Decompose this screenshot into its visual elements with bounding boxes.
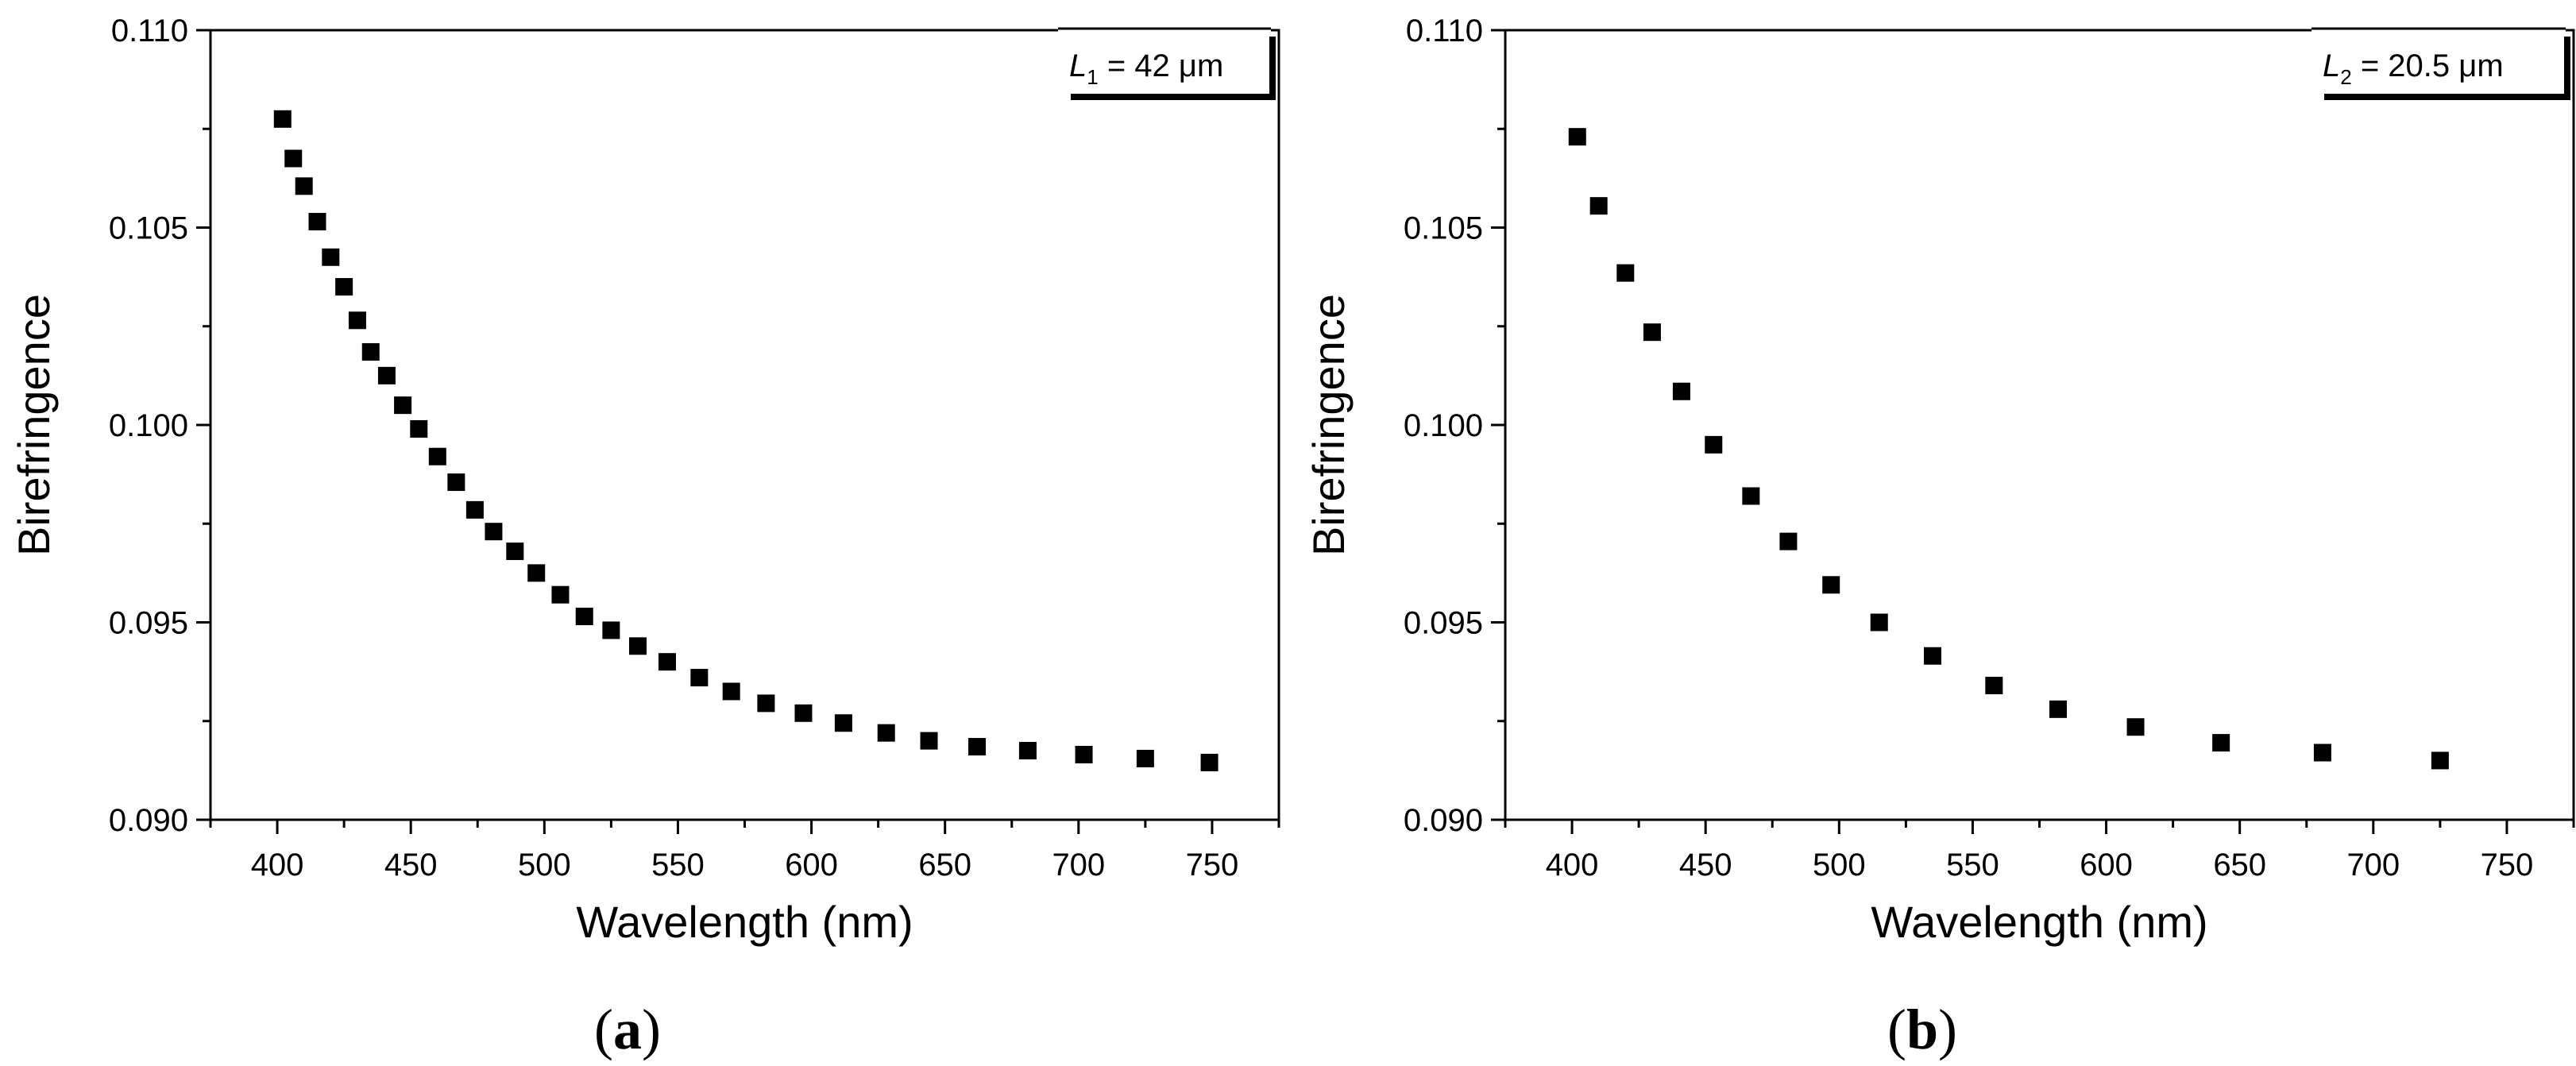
data-point	[1136, 749, 1154, 767]
x-tick-label: 450	[384, 848, 438, 883]
x-axis-label: Wavelength (nm)	[1871, 897, 2207, 947]
y-tick-label: 0.090	[109, 803, 188, 838]
data-point	[273, 110, 292, 128]
y-tick-label: 0.100	[1404, 408, 1483, 443]
data-point	[757, 694, 775, 713]
data-point	[658, 653, 676, 671]
data-point	[410, 419, 428, 438]
data-point	[295, 177, 313, 195]
x-tick-label: 550	[1946, 848, 1999, 883]
data-point	[335, 278, 353, 296]
x-tick-label: 400	[1546, 848, 1599, 883]
data-point	[1075, 745, 1093, 763]
y-tick-label: 0.100	[109, 408, 188, 443]
legend: L1 = 42 μm	[1058, 27, 1276, 100]
x-tick-label: 650	[918, 848, 971, 883]
legend-label: L2 = 20.5 μm	[2323, 48, 2504, 89]
legend-label: L1 = 42 μm	[1069, 48, 1223, 89]
data-point	[348, 311, 366, 330]
data-point	[377, 366, 396, 384]
data-point	[834, 714, 852, 732]
y-axis-label: Birefringence	[9, 294, 59, 556]
data-point	[722, 682, 740, 701]
x-tick-label: 750	[1186, 848, 1239, 883]
data-point	[1643, 323, 1661, 342]
data-point	[1018, 742, 1037, 760]
data-point	[920, 732, 938, 750]
plot-frame	[1504, 29, 2575, 821]
y-tick-label: 0.090	[1404, 803, 1483, 838]
data-point	[1200, 753, 1218, 771]
x-tick-label: 700	[1052, 848, 1105, 883]
data-point	[2313, 743, 2331, 762]
y-tick-label: 0.110	[111, 14, 188, 48]
data-point	[1672, 382, 1690, 400]
data-point	[428, 447, 446, 465]
data-point	[2126, 718, 2145, 736]
y-tick-label: 0.095	[109, 606, 188, 641]
legend: L2 = 20.5 μm	[2311, 27, 2570, 100]
data-point	[527, 564, 546, 582]
data-point	[1705, 435, 1723, 454]
panel-label: (a)	[594, 998, 661, 1061]
y-axis-label: Birefringence	[1303, 294, 1354, 556]
data-point	[1870, 613, 1888, 631]
data-point	[602, 621, 620, 639]
x-tick-label: 600	[2080, 848, 2133, 883]
chart-panel-b: 400 450 500 550 600 650 700 750 0.090 0.095 0.100 0…	[1303, 14, 2575, 1061]
x-tick-label: 500	[518, 848, 571, 883]
data-point	[1985, 677, 2003, 695]
data-point	[1924, 647, 1941, 665]
x-tick-label: 450	[1679, 848, 1732, 883]
y-tick-label: 0.095	[1404, 606, 1483, 641]
data-point	[308, 213, 326, 231]
x-tick-label: 650	[2213, 848, 2266, 883]
data-point	[361, 343, 380, 361]
data-point	[1779, 532, 1798, 550]
y-tick-label: 0.105	[1404, 211, 1483, 246]
data-point	[1616, 264, 1635, 282]
data-point	[1822, 576, 1840, 594]
data-point	[1568, 128, 1586, 146]
x-tick-label: 750	[2481, 848, 2534, 883]
data-point	[877, 724, 895, 742]
x-tick-label: 550	[651, 848, 705, 883]
data-point	[629, 637, 647, 655]
data-point	[551, 585, 570, 604]
data-point	[322, 248, 340, 266]
x-axis-label: Wavelength (nm)	[576, 897, 913, 947]
data-point	[485, 523, 503, 541]
data-point	[447, 473, 465, 492]
data-point	[284, 149, 303, 168]
chart-panel-a: 400 450 500 550 600 650 700 750 0.090 0.095 0.100 0…	[9, 14, 1280, 1061]
data-point	[465, 500, 484, 519]
data-point	[394, 396, 412, 415]
data-point	[2431, 751, 2449, 770]
data-point	[2212, 734, 2230, 752]
data-point	[968, 738, 987, 756]
x-tick-label: 400	[251, 848, 304, 883]
data-point	[506, 543, 524, 561]
legend-box	[2311, 29, 2566, 97]
data-point	[1589, 197, 1608, 215]
x-tick-label: 500	[1813, 848, 1866, 883]
data-point	[690, 669, 709, 687]
y-tick-label: 0.110	[1406, 14, 1483, 48]
x-tick-label: 700	[2346, 848, 2400, 883]
plot-frame	[209, 29, 1280, 821]
y-tick-label: 0.105	[109, 211, 188, 246]
panel-label: (b)	[1887, 998, 1957, 1061]
legend-box	[1058, 29, 1271, 97]
data-point	[2049, 700, 2068, 718]
data-point	[575, 608, 593, 626]
data-point	[1742, 487, 1760, 505]
x-tick-label: 600	[785, 848, 838, 883]
data-point	[794, 704, 813, 722]
